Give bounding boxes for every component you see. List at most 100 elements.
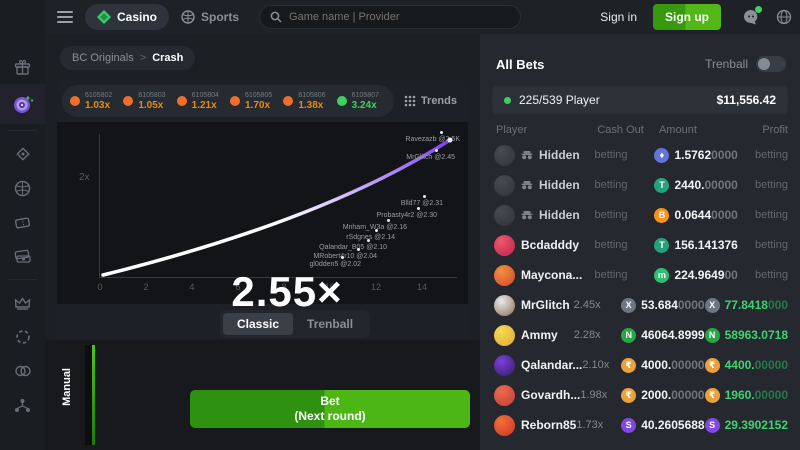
bet-amount: 224.964900 [674,268,738,282]
history-round-chip[interactable]: 6105807 3.24x [336,91,386,111]
hidden-player-icon [521,210,533,220]
coin-ngn-icon: N [621,327,637,343]
breadcrumb-separator: > [139,52,147,64]
tab-classic[interactable]: Classic [223,313,294,335]
round-id: 6105807 [351,91,379,99]
col-profit: Profit [762,124,788,136]
player-name: MrGlitch [521,298,570,312]
player-name: Hidden [539,178,580,192]
history-round-chip[interactable]: 6105806 1.38x [283,92,332,111]
avatar [494,324,515,346]
avatar [494,204,515,226]
sidebar-item-casino-cards[interactable] [0,137,45,171]
amount-cell: ♦ 1.57620000 [654,147,755,163]
sidebar-item-lottery-ticket[interactable] [0,205,45,239]
tab-trenball[interactable]: Trenball [307,317,354,331]
sidebar-item-spin-circle[interactable] [0,320,45,354]
round-chip-text: 6105806 1.38x [298,92,325,111]
round-multiplier: 1.38x [298,99,324,111]
amount-trailing-zeros: 00000 [754,388,788,402]
history-round-chip[interactable]: 6105804 1.21x [176,92,226,111]
bet-table-row: Hidden betting T 2440.00000 betting [492,170,788,200]
player-cell[interactable]: Hidden [492,204,595,226]
x-axis-tick: 10 [324,282,336,292]
search-input[interactable] [289,11,511,23]
cashout-dot [423,195,426,198]
sidebar-item-sports-ball[interactable] [0,171,45,205]
player-cell[interactable]: Bcdadddy [492,234,595,256]
bet-button-line1: Bet [320,394,340,408]
sidebar-item-clubs[interactable] [0,354,45,388]
round-history-list: 6105802 1.03x 6105803 1.05x 6105804 1.21x 6105… [62,85,394,117]
menu-hamburger-icon[interactable] [57,8,73,26]
player-name: Hidden [539,208,580,222]
coin-inr-icon: ₹ [621,387,637,403]
casino-tab[interactable]: Casino [85,4,170,30]
profit-betting-label: betting [754,209,788,221]
sidebar-item-bc-originals[interactable] [0,84,45,124]
round-chip-text: 6105803 1.05x [138,92,165,111]
profit-value: 77.8418000 [724,298,788,312]
amount-trailing-zeros: 00 [724,268,738,282]
amount-cell: m 224.964900 [654,267,755,283]
bet-table-row: Qalandar... 2.10x ₹4000.00000 ₹4400.00000 [492,350,788,380]
bet-table-row: Maycona... betting m 224.964900 betting [492,260,788,290]
sidebar-item-racing-cash[interactable] [0,239,45,273]
player-cell[interactable]: MrGlitch [492,294,574,316]
language-globe-icon[interactable] [776,9,792,25]
round-id: 6105806 [298,91,326,99]
player-cell[interactable]: Hidden [492,174,595,196]
bet-amount: 46064.8999 [641,328,705,342]
profit-value: 58963.0718 [724,328,788,342]
search-bar[interactable] [259,5,522,29]
sidebar-item-vip-crown[interactable] [0,286,45,320]
history-round-chip[interactable]: 6105805 1.70x [229,92,279,111]
round-result-dot [283,96,294,106]
manual-mode-tab[interactable]: Manual [61,368,73,406]
col-cashout: Cash Out [597,124,644,136]
player-cell[interactable]: Govardh... [492,384,580,406]
sidebar-item-bonus-gift[interactable] [0,50,45,84]
sports-tab[interactable]: Sports [169,4,251,30]
cashout-label: gl0dden5 @2.02 [309,261,361,268]
round-multiplier: 1.70x [244,99,271,111]
round-result-dot [176,96,187,106]
player-cell[interactable]: Qalandar... [492,354,582,376]
bets-table-body: Hidden betting ♦ 1.57620000 betting Hidden bet… [492,140,788,440]
sign-in-link[interactable]: Sign in [600,10,637,24]
bet-amount: 2000.00000 [641,388,705,402]
plot-area [99,134,457,278]
all-bets-panel: All Bets Trenball 225/539 Player $11,556… [480,34,800,450]
coin-inr-icon: ₹ [704,357,720,373]
crash-game-box: 6105802 1.03x 6105803 1.05x 6105804 1.21x 6105… [57,80,468,338]
cashout-label: MRobert4r10 @2.04 [313,253,377,260]
bet-table-row: Bcdadddy betting T 156.141376 betting [492,230,788,260]
trenball-toggle[interactable] [756,56,786,72]
avatar [494,414,515,436]
player-cell[interactable]: Maycona... [492,264,595,286]
left-sidebar [0,0,45,450]
player-cell[interactable]: Ammy [492,324,574,346]
profit-cell: X 77.8418000 [704,297,788,313]
search-icon [270,11,282,23]
player-cell[interactable]: Reborn85 [492,414,576,436]
round-id: 6105802 [85,91,113,99]
bet-button[interactable]: Bet (Next round) [190,390,470,428]
player-name: Bcdadddy [521,238,580,252]
top-bar: Casino Sports Sign in Sign up [45,0,800,34]
profit-cell: betting [755,179,788,191]
player-cell[interactable]: Hidden [492,144,595,166]
history-round-chip[interactable]: 6105803 1.05x [123,92,172,111]
bet-amount: 1.57620000 [674,148,738,162]
bet-table-row: Hidden betting B 0.06440000 betting [492,200,788,230]
sidebar-item-affiliate-network[interactable] [0,388,45,422]
sports-tab-label: Sports [201,10,240,24]
history-round-chip[interactable]: 6105802 1.03x [70,92,119,111]
lottery-ticket-icon [14,215,31,230]
profit-betting-label: betting [754,179,788,191]
chat-icon[interactable] [743,6,762,25]
trends-button[interactable]: Trends [394,95,463,107]
breadcrumb-section[interactable]: BC Originals [72,52,134,64]
x-axis-tick: 0 [97,282,103,292]
sign-up-button[interactable]: Sign up [653,4,721,30]
